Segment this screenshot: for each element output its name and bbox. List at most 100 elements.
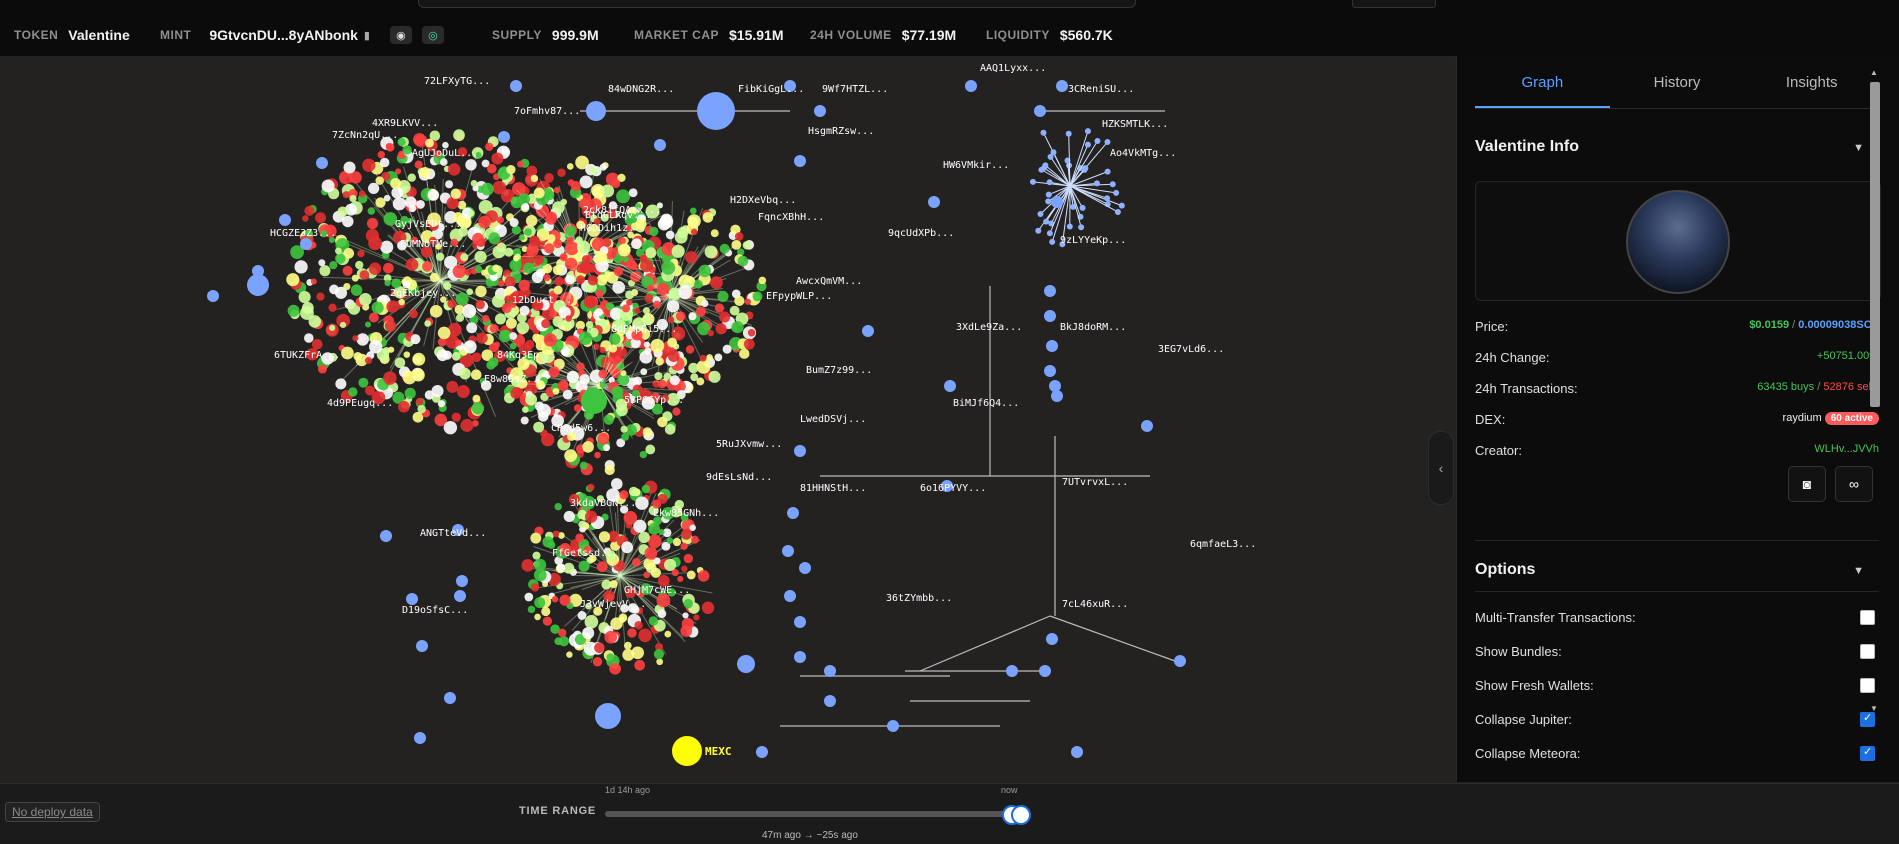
wallet-node: [576, 275, 585, 284]
wallet-node: [643, 572, 650, 579]
wallet-node: [596, 290, 604, 298]
wallet-node: [362, 159, 375, 172]
wallet-node: [580, 462, 588, 470]
wallet-node: [1043, 219, 1049, 225]
wallet-node: [784, 590, 796, 602]
wallet-node: [380, 530, 392, 542]
options-section-title[interactable]: Options: [1475, 561, 1535, 579]
wallet-node: [481, 183, 494, 196]
wallet-node: [391, 278, 401, 288]
search-input[interactable]: [418, 0, 1136, 8]
option-collapse-jupiter[interactable]: Collapse Jupiter:: [1475, 712, 1875, 727]
no-deploy-button[interactable]: No deploy data: [5, 802, 100, 822]
scroll-down-icon[interactable]: ▼: [1870, 704, 1878, 713]
wallet-node: [519, 306, 529, 316]
wallet-node: [487, 164, 497, 174]
wallet-node: [510, 343, 517, 350]
wallet-label: HW6VMkir...: [943, 160, 1009, 171]
wallet-node: [564, 449, 577, 462]
scrollbar-thumb[interactable]: [1870, 82, 1880, 407]
wallet-label: 7ZcNn2qU...: [332, 130, 398, 141]
wallet-node: [322, 179, 335, 192]
wallet-node: [506, 165, 515, 174]
wallet-node: [1040, 130, 1046, 136]
collapse-jupiter-checkbox[interactable]: [1860, 712, 1875, 727]
mexc-label: MEXC: [705, 745, 732, 758]
wallet-node: [451, 189, 461, 199]
explorer-icon[interactable]: ◎: [422, 26, 444, 44]
chevron-down-icon[interactable]: ▼: [1853, 142, 1864, 154]
bubble-graph[interactable]: 72LFXyTG...84wDNG2R...FibKiGgL...9Wf7HTZ…: [0, 56, 1455, 782]
wallet-node: [1049, 380, 1061, 392]
wallet-node: [824, 695, 836, 707]
option-collapse-meteora[interactable]: Collapse Meteora:: [1475, 746, 1875, 761]
wallet-node: [734, 296, 744, 306]
wallet-node: [457, 385, 470, 398]
wallet-node: [656, 658, 663, 665]
token-header: TOKEN Valentine MINT 9GtvcnDU...8yANbonk…: [0, 14, 1899, 57]
wallet-node: [304, 206, 314, 216]
graph-canvas[interactable]: 72LFXyTG...84wDNG2R...FibKiGgL...9Wf7HTZ…: [0, 56, 1455, 782]
wallet-node: [491, 152, 503, 164]
wallet-label: CRQd5w6...: [551, 423, 611, 434]
wallet-node: [328, 304, 336, 312]
wallet-node: [369, 263, 381, 275]
wallet-node: [676, 311, 686, 321]
wallet-node: [521, 559, 533, 571]
tab-graph[interactable]: Graph: [1475, 72, 1610, 108]
option-fresh-wallets[interactable]: Show Fresh Wallets:: [1475, 678, 1875, 693]
wallet-node: [597, 433, 609, 445]
wallet-node: [651, 568, 661, 578]
wallet-node: [329, 285, 339, 295]
change-label: 24h Change:: [1475, 350, 1549, 365]
option-multi-transfer[interactable]: Multi-Transfer Transactions:: [1475, 610, 1875, 625]
wallet-node: [667, 338, 677, 348]
liquidity-value: $560.7K: [1060, 27, 1113, 43]
camera-icon[interactable]: ◙: [1788, 466, 1826, 502]
collapse-meteora-checkbox[interactable]: [1860, 746, 1875, 761]
wallet-node: [648, 534, 662, 548]
wallet-node: [587, 484, 594, 491]
wallet-node: [316, 157, 328, 169]
wallet-node: [644, 294, 653, 303]
wallet-node: [318, 365, 327, 374]
wallet-node: [413, 412, 424, 423]
wallet-node: [684, 554, 693, 563]
wallet-node: [448, 163, 460, 175]
wallet-node: [782, 545, 794, 557]
option-show-bundles[interactable]: Show Bundles:: [1475, 644, 1875, 659]
wallet-node: [471, 369, 482, 380]
price-label: Price:: [1475, 319, 1508, 334]
wallet-node: [667, 300, 679, 312]
panel-tabs: Graph History Insights: [1475, 72, 1879, 109]
wallet-node: [348, 387, 357, 396]
collapse-panel-button[interactable]: ‹: [1428, 431, 1454, 505]
chevron-down-icon[interactable]: ▼: [1853, 565, 1864, 577]
wallet-node: [705, 246, 718, 259]
scroll-up-icon[interactable]: ▲: [1870, 68, 1878, 77]
wallet-node: [529, 235, 540, 246]
range-end-handle[interactable]: [1011, 805, 1031, 825]
time-range-track[interactable]: [605, 811, 1023, 817]
wallet-node: [745, 299, 751, 305]
wallet-node: [447, 299, 456, 308]
wallet-node: [526, 215, 538, 227]
wallet-label: 3EG7vLd6...: [1158, 344, 1224, 355]
wallet-node: [372, 302, 384, 314]
wallet-node: [703, 212, 714, 223]
wallet-node: [654, 139, 666, 151]
info-section-title[interactable]: Valentine Info: [1475, 138, 1579, 156]
wallet-node: [247, 274, 269, 296]
wallet-node: [409, 205, 416, 212]
wallet-node: [356, 333, 368, 345]
tab-history[interactable]: History: [1610, 72, 1745, 108]
panel-scrollbar[interactable]: ▲ ▼: [1867, 68, 1881, 714]
solscan-icon[interactable]: ◉: [390, 26, 412, 44]
timeframe-toggle[interactable]: [1352, 0, 1436, 8]
copy-icon[interactable]: ▮: [364, 29, 370, 42]
wallet-node: [720, 244, 730, 254]
wallet-label: 5BP66Yp...: [624, 395, 684, 406]
wallet-node: [577, 240, 590, 253]
tab-insights[interactable]: Insights: [1744, 72, 1879, 108]
wallet-label: HsgmRZsw...: [808, 126, 874, 137]
